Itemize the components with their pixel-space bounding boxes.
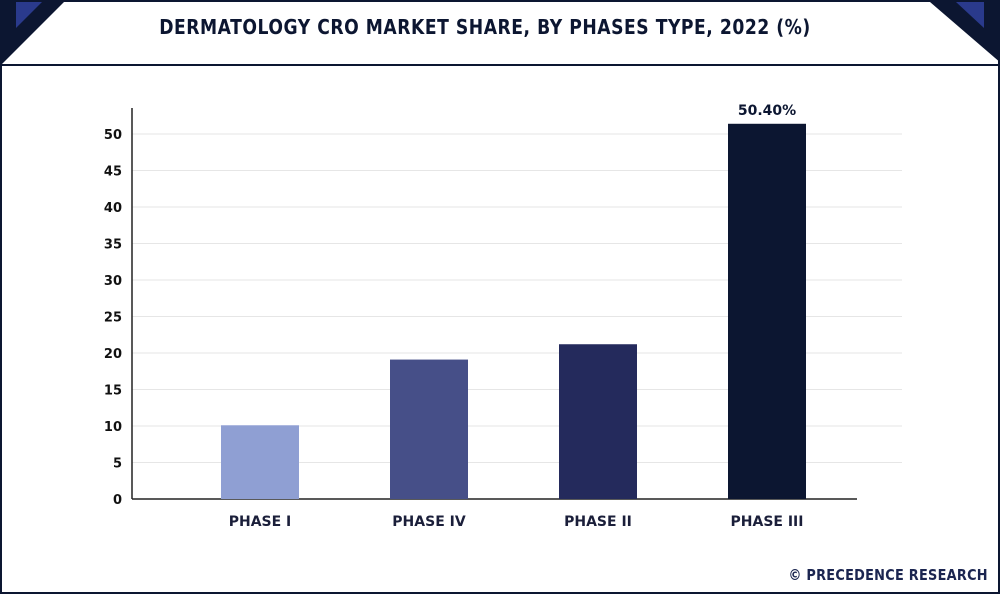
chart-title: DERMATOLOGY CRO MARKET SHARE, BY PHASES … xyxy=(159,15,811,39)
y-tick-label: 20 xyxy=(104,347,122,362)
left-corner-decoration xyxy=(2,2,64,64)
x-category-label: PHASE II xyxy=(564,514,632,530)
y-tick-label: 40 xyxy=(104,201,122,216)
y-tick-label: 10 xyxy=(104,420,122,435)
y-tick-label: 50 xyxy=(104,128,122,143)
y-tick-label: 25 xyxy=(104,311,122,326)
y-tick-label: 5 xyxy=(113,457,122,472)
data-label: 50.40% xyxy=(738,103,796,119)
y-tick-label: 30 xyxy=(104,274,122,289)
bar xyxy=(221,425,299,499)
x-category-label: PHASE I xyxy=(229,514,292,530)
x-category-label: PHASE IV xyxy=(392,514,466,530)
y-tick-label: 45 xyxy=(104,165,122,180)
watermark-text: © PRECEDENCE RESEARCH xyxy=(788,566,988,584)
bar xyxy=(559,344,637,499)
x-category-label: PHASE III xyxy=(731,514,804,530)
chart-header: DERMATOLOGY CRO MARKET SHARE, BY PHASES … xyxy=(2,2,998,66)
bar xyxy=(390,359,468,499)
y-tick-label: 35 xyxy=(104,238,122,253)
right-corner-decoration xyxy=(930,2,998,61)
y-tick-label: 15 xyxy=(104,384,122,399)
bar xyxy=(728,123,806,499)
y-tick-label: 0 xyxy=(113,493,122,508)
